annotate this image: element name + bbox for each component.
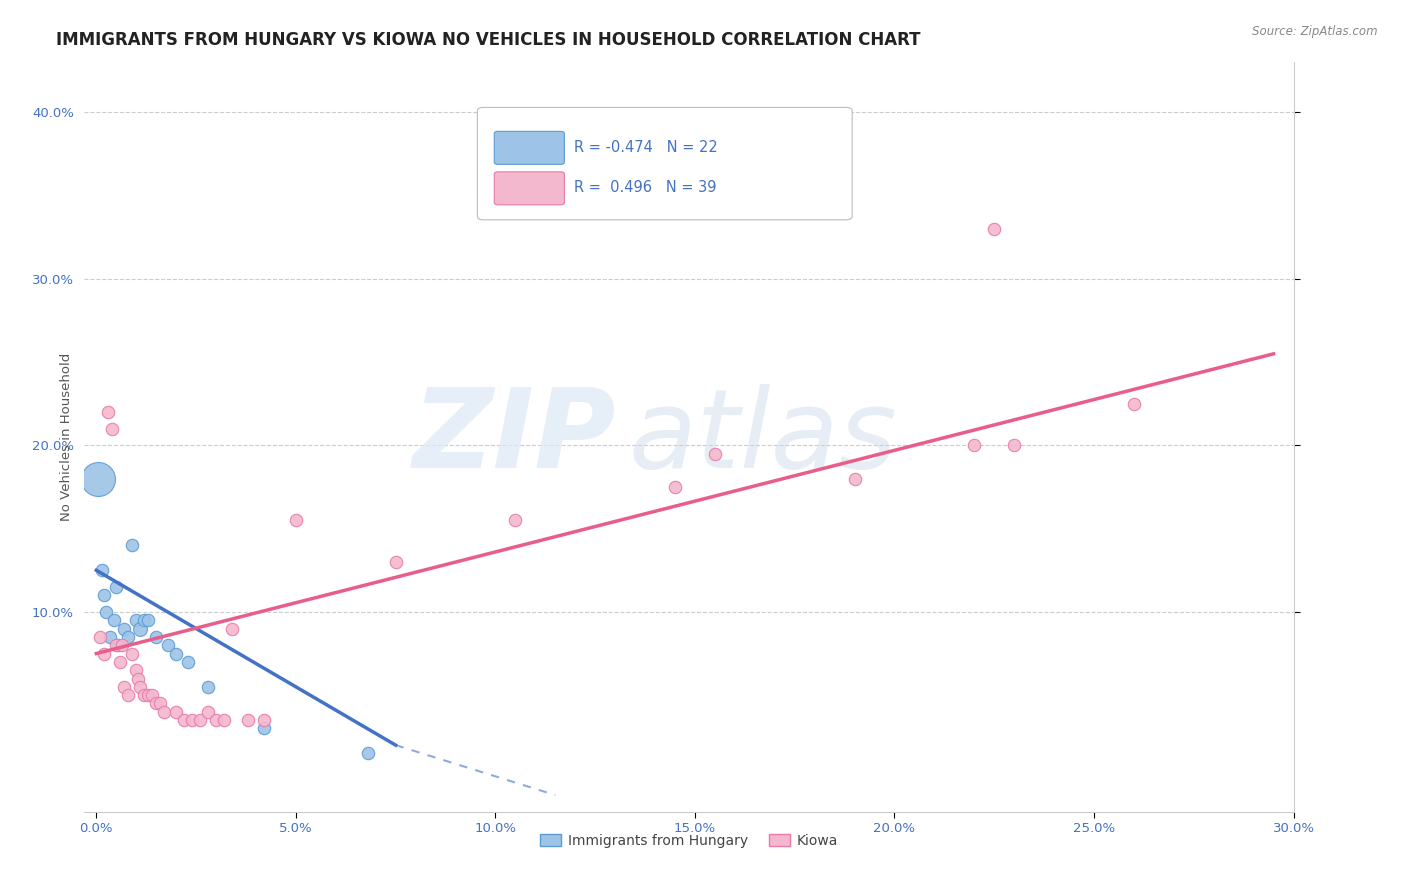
Point [98,630,121,644]
Point [844,472,866,486]
Point [177,655,200,669]
Point [117,688,139,702]
Point [134,688,156,702]
Point [89,630,111,644]
Point [212,713,235,727]
FancyBboxPatch shape [495,131,564,164]
Point [157,638,180,652]
Point [1002,438,1025,452]
Point [253,722,276,736]
Text: Source: ZipAtlas.com: Source: ZipAtlas.com [1253,25,1378,38]
Point [105,638,128,652]
Point [141,688,163,702]
Point [703,447,725,461]
FancyBboxPatch shape [478,107,852,219]
Point [165,705,187,719]
Point [101,422,124,436]
Point [505,513,527,527]
Text: R = -0.474   N = 22: R = -0.474 N = 22 [574,140,718,154]
Point [284,513,307,527]
Point [188,713,211,727]
Point [136,613,159,627]
Point [134,613,156,627]
Point [205,713,228,727]
Point [93,647,115,661]
Point [357,747,380,761]
Point [963,438,986,452]
Point [221,622,243,636]
Point [197,705,219,719]
Text: ZIP: ZIP [413,384,616,491]
Point [103,613,125,627]
Point [129,680,152,694]
FancyBboxPatch shape [495,172,564,205]
Point [121,538,143,552]
Point [87,472,110,486]
Point [181,713,204,727]
Point [197,680,219,694]
Point [105,580,128,594]
Point [165,647,187,661]
Point [127,672,149,686]
Y-axis label: No Vehicles in Household: No Vehicles in Household [60,353,73,521]
Point [112,622,135,636]
Point [93,588,115,602]
Point [664,480,686,494]
Point [253,713,276,727]
Point [1122,397,1144,411]
Point [97,405,120,419]
Point [983,222,1005,236]
Point [129,622,152,636]
Point [91,563,114,577]
Point [173,713,195,727]
Point [136,688,159,702]
Point [125,663,148,677]
Text: R =  0.496   N = 39: R = 0.496 N = 39 [574,180,717,195]
Point [149,697,172,711]
Point [384,555,406,569]
Point [117,630,139,644]
Point [110,655,132,669]
Point [121,647,143,661]
Point [107,638,129,652]
Point [96,605,118,619]
Point [236,713,259,727]
Text: atlas: atlas [628,384,897,491]
Point [112,680,135,694]
Point [111,638,134,652]
Text: IMMIGRANTS FROM HUNGARY VS KIOWA NO VEHICLES IN HOUSEHOLD CORRELATION CHART: IMMIGRANTS FROM HUNGARY VS KIOWA NO VEHI… [56,31,921,49]
Legend: Immigrants from Hungary, Kiowa: Immigrants from Hungary, Kiowa [534,829,844,854]
Point [153,705,176,719]
Point [145,697,167,711]
Point [125,613,148,627]
Point [145,630,167,644]
